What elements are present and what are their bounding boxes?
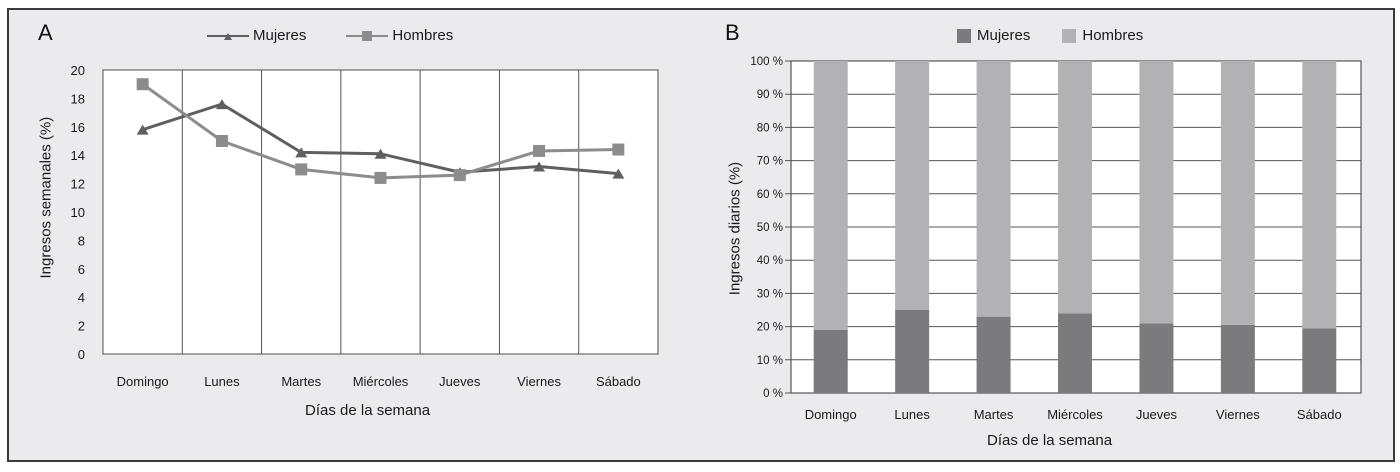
x-tick-label: Martes <box>974 407 1014 422</box>
bar-segment-hombres <box>976 61 1011 317</box>
square-marker-icon <box>374 171 387 184</box>
y-tick-label: 14 <box>71 148 85 163</box>
legend-item-hombres: Hombres <box>346 27 453 44</box>
figure-frame: A Mujeres Hombres 0 2 4 6 8 10 12 14 16 18 20 Domin… <box>7 8 1395 462</box>
square-marker-icon <box>295 163 308 176</box>
x-tick-label: Domingo <box>805 407 857 422</box>
y-tick-label: 2 <box>78 319 85 334</box>
panel-a-letter: A <box>38 20 53 45</box>
bar-segment-hombres <box>1220 61 1255 325</box>
triangle-marker-icon <box>533 161 546 172</box>
legend-label: Mujeres <box>253 27 307 44</box>
bar-segment-hombres <box>1058 61 1092 314</box>
bar-segment-mujeres <box>1139 323 1174 393</box>
y-tick-label: 10 <box>71 205 85 220</box>
square-marker-icon <box>346 30 389 42</box>
bar-segment-mujeres <box>813 329 848 393</box>
triangle-marker-icon <box>207 30 249 42</box>
bar-segment-mujeres <box>1058 313 1092 393</box>
x-tick-label: Miércoles <box>1047 407 1103 422</box>
legend-label: Hombres <box>392 27 454 44</box>
panel-b-legend: Mujeres Hombres <box>957 27 1143 44</box>
x-tick-label: Sábado <box>1297 407 1342 422</box>
x-tick-label: Jueves <box>439 374 481 389</box>
y-tick-label: 4 <box>78 290 85 305</box>
y-tick-label: 60 % <box>757 189 783 201</box>
y-tick-label: 20 % <box>757 322 783 334</box>
y-tick-label: 0 % <box>763 388 783 400</box>
y-tick-label: 20 <box>71 63 85 78</box>
panel-a-legend: Mujeres Hombres <box>207 27 453 44</box>
color-swatch-icon <box>957 28 971 43</box>
square-marker-icon <box>136 78 149 91</box>
x-tick-label: Sábado <box>596 374 641 389</box>
y-tick-label: 18 <box>71 91 85 106</box>
x-tick-label: Jueves <box>1136 407 1178 422</box>
panel-b-letter: B <box>725 20 740 45</box>
legend-item-hombres: Hombres <box>1062 27 1143 44</box>
x-tick-label: Domingo <box>117 374 169 389</box>
x-tick-label: Viernes <box>1216 407 1260 422</box>
y-tick-label: 16 <box>71 120 85 135</box>
triangle-marker-icon <box>136 124 149 135</box>
square-marker-icon <box>215 135 228 147</box>
y-tick-label: 90 % <box>757 89 783 101</box>
bar-segment-hombres <box>1139 61 1174 324</box>
legend-label: Hombres <box>1082 27 1144 44</box>
legend-item-mujeres: Mujeres <box>207 27 306 44</box>
x-tick-label: Lunes <box>204 374 240 389</box>
bar-segment-mujeres <box>976 316 1011 393</box>
x-tick-label: Miércoles <box>353 374 409 389</box>
panel-a-line-chart: A Mujeres Hombres 0 2 4 6 8 10 12 14 16 18 20 Domin… <box>9 10 699 460</box>
x-axis-title: Días de la semana <box>305 402 431 419</box>
triangle-marker-icon <box>295 147 308 158</box>
bar-segment-mujeres <box>895 310 930 393</box>
triangle-marker-icon <box>612 168 625 179</box>
y-tick-label: 0 <box>78 347 85 362</box>
x-axis-title: Días de la semana <box>987 432 1113 449</box>
y-tick-label: 50 % <box>757 222 783 234</box>
y-axis-title: Ingresos diarios (%) <box>726 161 744 296</box>
y-tick-label: 30 % <box>757 288 783 300</box>
line-chart-plot: 0 2 4 6 8 10 12 14 16 18 20 Domingo Lunes Martes Miérc… <box>71 63 659 389</box>
y-tick-label: 8 <box>78 233 85 248</box>
x-tick-label: Viernes <box>517 374 561 389</box>
x-tick-label: Martes <box>281 374 321 389</box>
square-marker-icon <box>533 144 546 157</box>
y-tick-label: 40 % <box>757 255 783 267</box>
y-tick-label: 10 % <box>757 355 783 367</box>
y-axis-title: Ingresos semanales (%) <box>37 116 55 279</box>
bar-segment-mujeres <box>1220 324 1255 393</box>
stacked-bar-chart-plot: 0 % 10 % 20 % 30 % 40 % 50 % 60 % 70 % 80 % 90 % 1… <box>750 56 1362 422</box>
bar-segment-hombres <box>895 61 930 310</box>
y-tick-label: 70 % <box>757 156 783 168</box>
x-tick-label: Lunes <box>894 407 930 422</box>
square-marker-icon <box>453 169 466 182</box>
triangle-marker-icon <box>374 148 387 159</box>
legend-label: Mujeres <box>977 27 1031 44</box>
triangle-marker-icon <box>215 99 228 110</box>
color-swatch-icon <box>1062 28 1077 43</box>
square-marker-icon <box>612 143 625 156</box>
bar-segment-hombres <box>1302 61 1337 329</box>
bar-segment-hombres <box>813 61 848 330</box>
panel-b-stacked-bar-chart: B Mujeres Hombres 0 % 10 % 20 % 30 % 40 % 50 … <box>699 10 1393 460</box>
y-tick-label: 12 <box>71 177 85 192</box>
y-tick-label: 80 % <box>757 122 783 134</box>
y-tick-label: 100 % <box>750 56 783 68</box>
y-tick-label: 6 <box>78 262 85 277</box>
legend-item-mujeres: Mujeres <box>957 27 1030 44</box>
bar-segment-mujeres <box>1302 328 1337 393</box>
